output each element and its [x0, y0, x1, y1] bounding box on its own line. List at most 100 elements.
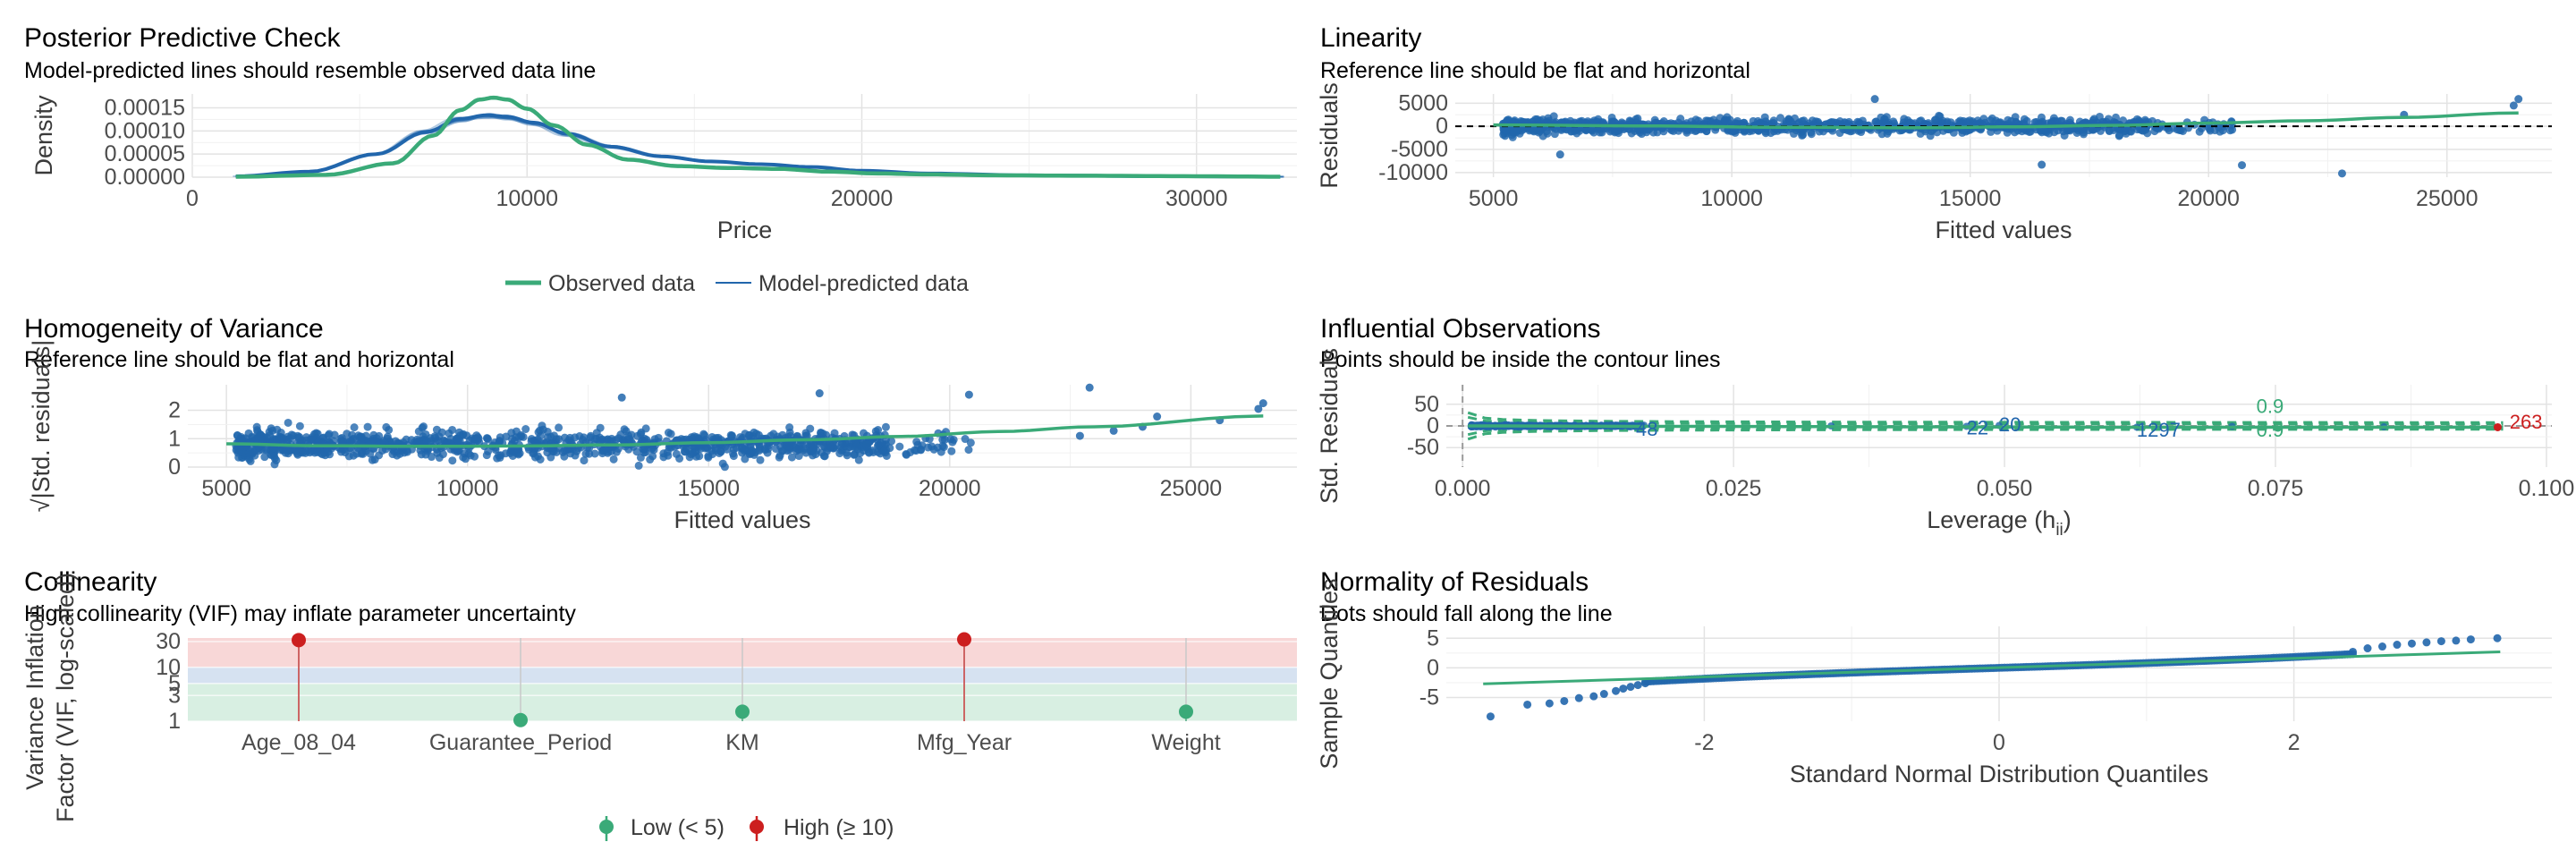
homogeneity-point: [763, 448, 772, 457]
homogeneity-ytick-label: 0: [168, 455, 181, 480]
ppc-ytick-label: 0.00000: [105, 165, 185, 190]
linearity-point: [2038, 128, 2046, 137]
collinearity-point-guarantee-period: [513, 712, 528, 727]
homogeneity-ytick-label: 1: [168, 426, 181, 451]
homogeneity-point: [620, 425, 629, 434]
linearity-point: [2012, 118, 2021, 127]
homogeneity-point: [453, 447, 462, 456]
homogeneity-xtick-label: 25000: [1160, 476, 1223, 501]
homogeneity-point: [590, 449, 599, 458]
linearity-point: [2210, 126, 2219, 135]
linearity-points: [1498, 95, 2523, 178]
ppc-xtick-label: 0: [186, 186, 199, 211]
influential-subtitle: Points should be inside the contour line…: [1320, 347, 1721, 372]
homogeneity-point: [632, 447, 641, 456]
homogeneity-point: [1109, 426, 1118, 435]
linearity-point: [1956, 116, 1965, 125]
influential-xlabel-main: Leverage (h: [1927, 506, 2055, 533]
homogeneity-point: [422, 437, 431, 446]
homogeneity-point: [329, 437, 338, 446]
homogeneity-point: [555, 423, 564, 432]
homogeneity-point: [938, 435, 947, 444]
homogeneity-point: [600, 445, 609, 454]
linearity-point: [2514, 95, 2523, 104]
homogeneity-point: [881, 422, 890, 431]
normality-plot: -2 0 2 -5 0 5 Standard Normal Distribution Qua…: [1316, 578, 2552, 787]
normality-reference-line: [1483, 650, 2501, 685]
homogeneity-point: [260, 453, 269, 462]
ppc-title: Posterior Predictive Check: [24, 23, 341, 53]
collinearity-subtitle: High collinearity (VIF) may inflate para…: [24, 601, 576, 626]
homogeneity-point: [462, 431, 471, 440]
normality-point: [1545, 699, 1554, 708]
influential-xtick-label: 0.075: [2248, 476, 2304, 501]
homogeneity-point: [1258, 399, 1267, 408]
linearity-plot: 5000 10000 15000 20000 25000-10000-500005000…: [1316, 82, 2552, 243]
linearity-point: [1883, 129, 1892, 138]
homogeneity-point: [361, 431, 370, 440]
homogeneity-point: [306, 435, 315, 444]
homogeneity-point: [745, 449, 754, 458]
normality-ytick-label: -5: [1419, 685, 1439, 710]
homogeneity-point: [752, 430, 761, 438]
linearity-point: [2038, 160, 2046, 169]
homogeneity-point: [617, 393, 626, 402]
homogeneity-point: [350, 423, 359, 432]
collinearity-ylabel-line2: Factor (VIF, log-scaled): [52, 573, 79, 822]
collinearity-legend-high-label: High (≥ 10): [784, 815, 894, 840]
linearity-point: [1807, 130, 1816, 139]
influential-ytick-label: 0: [1427, 413, 1439, 438]
homogeneity-point: [625, 435, 634, 444]
ppc-xtick-label: 10000: [496, 186, 558, 211]
homogeneity-point: [845, 442, 854, 451]
homogeneity-point: [253, 436, 262, 445]
normality-point: [1619, 685, 1628, 693]
influential-point-label: 263: [2510, 411, 2543, 433]
normality-point: [1486, 712, 1495, 721]
homogeneity-point: [859, 429, 868, 438]
linearity-point: [1986, 116, 1995, 125]
collinearity-point-mfg-year: [957, 632, 971, 647]
ppc-ytick-label: 0.00005: [105, 141, 185, 166]
homogeneity-point: [370, 455, 379, 464]
homogeneity-point: [495, 451, 504, 460]
linearity-point: [2238, 161, 2247, 170]
homogeneity-point: [592, 429, 601, 438]
homogeneity-point: [262, 446, 271, 455]
collinearity-point-weight: [1179, 704, 1193, 719]
homogeneity-point: [475, 438, 484, 447]
influential-point-label: 48: [1636, 418, 1657, 440]
homogeneity-point: [720, 463, 729, 472]
linearity-smooth-line: [1493, 111, 2519, 130]
homogeneity-xtick-label: 5000: [201, 476, 251, 501]
normality-point: [1633, 681, 1642, 690]
influential-point-label: 22: [1967, 416, 1988, 438]
normality-xtick-label: -2: [1694, 730, 1714, 755]
homogeneity-point: [964, 390, 973, 399]
influential-xtick-label: 0.100: [2519, 476, 2575, 501]
influential-title: Influential Observations: [1320, 314, 1601, 344]
homogeneity-xlabel: Fitted values: [674, 506, 810, 533]
linearity-point: [2195, 127, 2204, 136]
linearity-point: [1786, 117, 1795, 126]
normality-ylabel: Sample Quantiles: [1316, 578, 1343, 769]
influential-xlabel-close: ): [2063, 506, 2072, 533]
influential-contour-label: 0.9: [2257, 395, 2284, 417]
homogeneity-points: [232, 383, 1267, 472]
linearity-xtick-label: 20000: [2177, 186, 2240, 211]
homogeneity-point: [691, 452, 700, 461]
linearity-ytick-label: -5000: [1391, 137, 1448, 162]
homogeneity-point: [448, 456, 457, 465]
normality-point: [1599, 690, 1608, 699]
homogeneity-point: [538, 425, 547, 434]
homogeneity-point: [777, 447, 786, 455]
normality-point: [2493, 634, 2502, 642]
homogeneity-point: [519, 432, 528, 441]
normality-point: [2466, 635, 2475, 644]
linearity-xtick-label: 10000: [1700, 186, 1763, 211]
linearity-point: [1760, 113, 1769, 122]
linearity-point: [2105, 127, 2114, 136]
homogeneity-point: [918, 441, 927, 450]
